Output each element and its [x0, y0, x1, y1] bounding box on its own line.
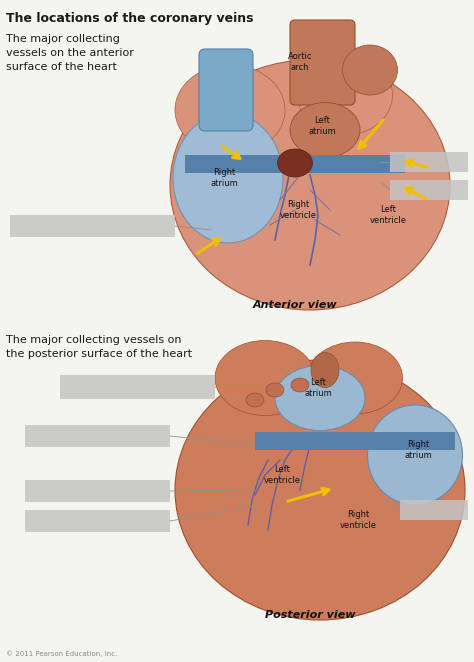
Text: Anterior view: Anterior view [253, 300, 337, 310]
Text: © 2011 Pearson Education, Inc.: © 2011 Pearson Education, Inc. [6, 650, 118, 657]
Ellipse shape [175, 65, 285, 155]
Bar [390, 180, 468, 200]
Ellipse shape [308, 342, 402, 414]
Text: The major collecting vessels on
the posterior surface of the heart: The major collecting vessels on the post… [6, 335, 192, 359]
Bar [390, 152, 468, 172]
Ellipse shape [266, 383, 284, 397]
Text: Aortic
arch: Aortic arch [288, 52, 312, 72]
Ellipse shape [277, 149, 312, 177]
Bar [25, 510, 170, 532]
Bar [60, 375, 215, 399]
Ellipse shape [170, 60, 450, 310]
Text: The major collecting
vessels on the anterior
surface of the heart: The major collecting vessels on the ante… [6, 34, 134, 72]
Text: Right
atrium: Right atrium [404, 440, 432, 460]
Text: Left
atrium: Left atrium [304, 378, 332, 398]
Bar [255, 432, 455, 450]
Text: The locations of the coronary veins: The locations of the coronary veins [6, 12, 254, 25]
Text: Right
ventricle: Right ventricle [280, 200, 317, 220]
Text: Left
ventricle: Left ventricle [264, 465, 301, 485]
Ellipse shape [246, 393, 264, 407]
Text: Posterior view: Posterior view [265, 610, 355, 620]
Text: Left
atrium: Left atrium [308, 116, 336, 136]
Ellipse shape [173, 113, 283, 243]
Ellipse shape [298, 55, 392, 135]
Ellipse shape [175, 360, 465, 620]
Bar [10, 215, 175, 237]
FancyBboxPatch shape [290, 20, 355, 105]
Text: Left
ventricle: Left ventricle [370, 205, 407, 225]
Ellipse shape [215, 340, 315, 416]
FancyBboxPatch shape [199, 49, 253, 131]
Ellipse shape [367, 405, 463, 505]
Bar [400, 500, 468, 520]
Ellipse shape [290, 103, 360, 158]
Ellipse shape [291, 378, 309, 392]
Ellipse shape [311, 352, 339, 387]
Text: Right
atrium: Right atrium [210, 168, 238, 188]
Bar [25, 425, 170, 447]
Bar [25, 480, 170, 502]
Ellipse shape [343, 45, 398, 95]
Ellipse shape [275, 365, 365, 430]
Text: Right
ventricle: Right ventricle [339, 510, 376, 530]
Bar [185, 155, 405, 173]
